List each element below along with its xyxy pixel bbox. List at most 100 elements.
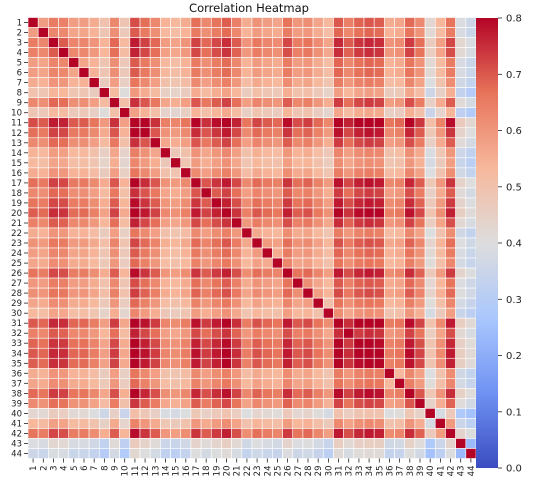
- heatmap-cell-25-41: [434, 257, 446, 269]
- heatmap-cell-24-10: [119, 247, 131, 259]
- heatmap-cell-37-11: [129, 378, 141, 389]
- heatmap-cell-37-26: [282, 378, 294, 389]
- heatmap-cell-19-42: [445, 197, 456, 209]
- heatmap-cell-6-19: [210, 67, 222, 78]
- heatmap-cell-3-17: [190, 37, 202, 48]
- heatmap-cell-31-33: [353, 317, 365, 329]
- heatmap-cell-26-3: [48, 267, 59, 279]
- heatmap-cell-11-20: [221, 117, 232, 129]
- heatmap-cell-27-9: [109, 277, 120, 289]
- heatmap-cell-9-30: [322, 97, 334, 109]
- heatmap-cell-20-36: [384, 207, 395, 219]
- heatmap-cell-4-9: [109, 47, 120, 58]
- heatmap-cell-33-38: [404, 337, 416, 349]
- heatmap-cell-40-29: [312, 408, 324, 419]
- heatmap-cell-16-9: [109, 167, 120, 179]
- heatmap-cell-35-11: [129, 357, 141, 369]
- heatmap-cell-15-25: [272, 157, 283, 169]
- heatmap-cell-25-1: [27, 257, 39, 269]
- heatmap-cell-31-30: [322, 317, 334, 329]
- heatmap-cell-15-12: [139, 157, 151, 169]
- heatmap-cell-37-25: [272, 378, 283, 389]
- heatmap-cell-19-6: [78, 197, 90, 209]
- heatmap-cell-25-7: [88, 257, 100, 269]
- heatmap-cell-30-40: [424, 307, 436, 319]
- heatmap-cell-35-1: [27, 357, 39, 369]
- heatmap-cell-42-14: [160, 428, 171, 439]
- heatmap-cell-21-14: [160, 217, 171, 229]
- heatmap-cell-27-29: [312, 277, 324, 289]
- heatmap-cell-26-5: [68, 267, 80, 279]
- heatmap-cell-31-36: [384, 317, 395, 329]
- heatmap-cell-7-32: [343, 77, 355, 88]
- heatmap-cell-4-23: [251, 47, 263, 58]
- heatmap-cell-38-36: [384, 388, 395, 399]
- heatmap-cell-30-33: [353, 307, 365, 319]
- heatmap-cell-39-12: [139, 398, 151, 409]
- heatmap-cell-19-30: [322, 197, 334, 209]
- heatmap-cell-14-26: [282, 147, 294, 159]
- heatmap-cell-10-31: [333, 107, 344, 119]
- heatmap-cell-11-28: [302, 117, 314, 129]
- heatmap-cell-27-22: [241, 277, 253, 289]
- heatmap-cell-10-20: [221, 107, 232, 119]
- heatmap-cell-34-5: [68, 347, 80, 359]
- heatmap-cell-37-5: [68, 378, 80, 389]
- heatmap-cell-5-8: [98, 57, 110, 68]
- heatmap-cell-41-26: [282, 418, 294, 429]
- heatmap-cell-44-38: [404, 448, 416, 459]
- heatmap-cell-28-19: [210, 287, 222, 299]
- y-tick-label-39: 39: [11, 399, 22, 409]
- heatmap-cell-7-37: [394, 77, 406, 88]
- heatmap-cell-25-20: [221, 257, 232, 269]
- heatmap-cell-3-11: [129, 37, 141, 48]
- heatmap-cell-9-41: [434, 97, 446, 109]
- heatmap-cell-22-35: [373, 227, 385, 239]
- heatmap-cell-35-3: [48, 357, 59, 369]
- heatmap-cell-19-20: [221, 197, 232, 209]
- heatmap-cell-17-3: [48, 177, 59, 189]
- heatmap-cell-1-29: [312, 17, 324, 28]
- heatmap-cell-1-31: [333, 17, 344, 28]
- heatmap-cell-9-20: [221, 97, 232, 109]
- heatmap-cell-27-27: [292, 277, 304, 289]
- heatmap-cell-4-40: [424, 47, 436, 58]
- heatmap-cell-27-39: [414, 277, 426, 289]
- heatmap-cell-27-21: [231, 277, 243, 289]
- heatmap-cell-31-37: [394, 317, 406, 329]
- heatmap-cell-4-18: [200, 47, 212, 58]
- heatmap-cell-20-28: [302, 207, 314, 219]
- heatmap-cell-23-12: [139, 237, 151, 249]
- heatmap-cell-12-33: [353, 127, 365, 139]
- heatmap-cell-4-26: [282, 47, 294, 58]
- heatmap-cell-43-35: [373, 438, 385, 449]
- heatmap-cell-20-18: [200, 207, 212, 219]
- heatmap-cell-12-40: [424, 127, 436, 139]
- heatmap-cell-37-7: [88, 378, 100, 389]
- heatmap-cell-33-31: [333, 337, 344, 349]
- heatmap-cell-33-20: [221, 337, 232, 349]
- heatmap-cell-19-13: [149, 197, 161, 209]
- heatmap-cell-9-24: [261, 97, 273, 109]
- heatmap-cell-12-25: [272, 127, 283, 139]
- heatmap-cell-23-6: [78, 237, 90, 249]
- heatmap-cell-33-22: [241, 337, 253, 349]
- heatmap-cell-27-17: [190, 277, 202, 289]
- heatmap-cell-3-9: [109, 37, 120, 48]
- heatmap-cell-7-1: [27, 77, 39, 88]
- heatmap-cell-39-42: [445, 398, 456, 409]
- heatmap-cell-39-14: [160, 398, 171, 409]
- heatmap-cell-13-36: [384, 137, 395, 149]
- heatmap-cell-33-6: [78, 337, 90, 349]
- heatmap-cell-41-1: [27, 418, 39, 429]
- heatmap-cell-36-10: [119, 367, 131, 379]
- heatmap-cell-40-14: [160, 408, 171, 419]
- heatmap-cell-15-18: [200, 157, 212, 169]
- heatmap-cell-42-22: [241, 428, 253, 439]
- heatmap-cell-30-35: [373, 307, 385, 319]
- heatmap-cell-44-12: [139, 448, 151, 459]
- heatmap-cell-22-41: [434, 227, 446, 239]
- heatmap-cell-11-10: [119, 117, 131, 129]
- heatmap-cell-33-2: [37, 337, 49, 349]
- heatmap-cell-10-25: [272, 107, 283, 119]
